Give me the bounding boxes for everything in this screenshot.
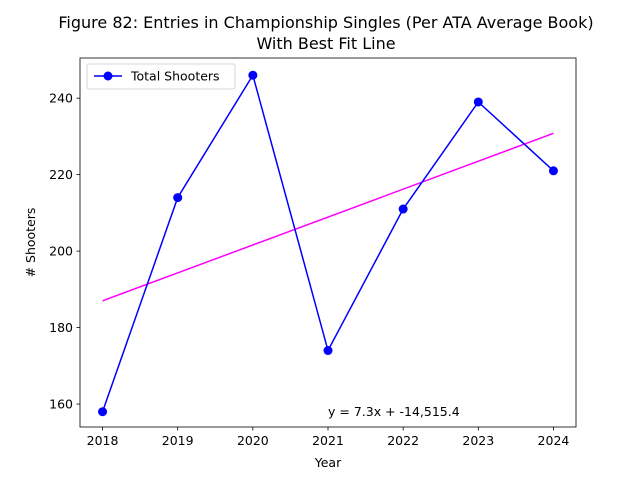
x-tick-label-2018: 2018 (87, 433, 119, 448)
y-tick-label-200: 200 (49, 244, 73, 259)
legend-box (86, 63, 236, 90)
chart-subtitle: With Best Fit Line (256, 34, 395, 53)
y-axis-label: # Shooters (23, 208, 38, 278)
x-tick-label-2021: 2021 (312, 433, 344, 448)
x-tick-label-2023: 2023 (462, 433, 494, 448)
x-axis-ticks: 2018 2019 2020 2021 2022 2023 2024 (87, 427, 570, 448)
x-axis-label: Year (314, 455, 342, 470)
plot-area (80, 58, 576, 427)
y-tick-label-160: 160 (49, 397, 73, 412)
x-tick-label-2024: 2024 (538, 433, 570, 448)
x-tick-label-2019: 2019 (162, 433, 194, 448)
x-tick-label-2022: 2022 (387, 433, 419, 448)
data-point-2022 (398, 204, 408, 214)
y-tick-label-240: 240 (49, 91, 73, 106)
data-point-2021 (323, 346, 333, 356)
series-points (98, 70, 558, 417)
legend-marker (103, 71, 113, 81)
y-axis-ticks: 160 180 200 220 240 (49, 91, 80, 412)
legend: Total Shooters (86, 63, 236, 90)
fit-equation-annotation: y = 7.3x + -14,515.4 (328, 404, 460, 419)
y-tick-label-180: 180 (49, 320, 73, 335)
data-point-2018 (98, 407, 108, 417)
legend-label: Total Shooters (130, 69, 220, 84)
y-tick-label-220: 220 (49, 167, 73, 182)
chart-title: Figure 82: Entries in Championship Singl… (58, 13, 593, 32)
plot-frame (79, 57, 577, 428)
data-point-2020 (248, 70, 258, 80)
best-fit-line (102, 132, 554, 302)
data-point-2019 (173, 193, 183, 203)
data-point-2024 (548, 166, 558, 176)
x-tick-label-2020: 2020 (237, 433, 269, 448)
data-point-2023 (473, 97, 483, 107)
